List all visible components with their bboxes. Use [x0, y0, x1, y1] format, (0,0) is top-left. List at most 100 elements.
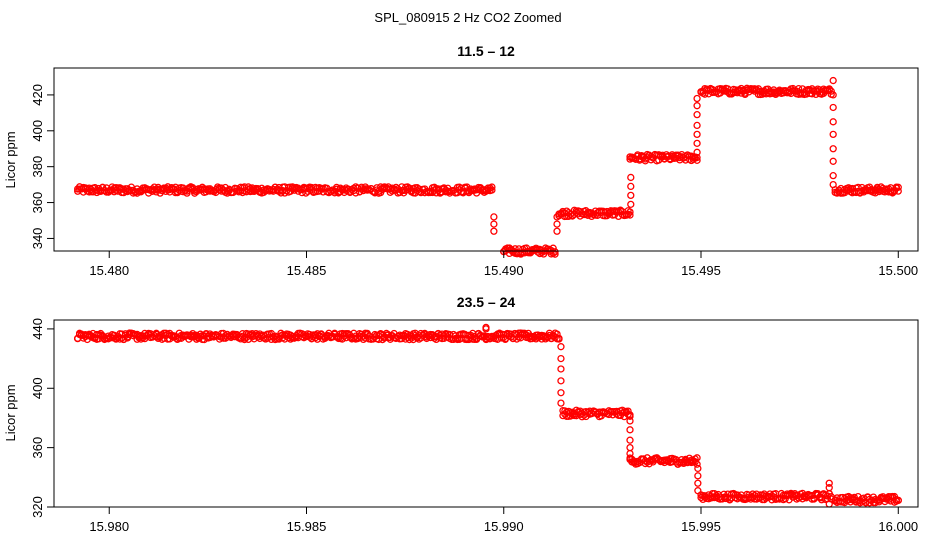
chart-1-point-774: [827, 87, 835, 95]
chart-2-y-tick-label-2: 400: [30, 377, 45, 399]
chart-2-x-tick-label-2: 15.990: [484, 519, 524, 534]
chart-1-point-866: [829, 145, 837, 153]
chart-2-point-853: [894, 496, 902, 505]
chart-2-point-868: [694, 487, 702, 495]
chart-2-points: [74, 323, 902, 508]
chart-1-y-tick-label-3: 400: [30, 120, 45, 142]
chart-2-x-tick-label-4: 16.000: [878, 519, 918, 534]
chart-1-point-865: [829, 130, 837, 139]
chart-2-point-860: [626, 417, 634, 425]
chart-2-point-867: [694, 479, 702, 487]
chart-2-y-axis-label: Licor ppm: [3, 384, 18, 441]
chart-1-point-849: [553, 213, 561, 221]
chart-2-plot-area: [53, 319, 919, 508]
chart-1-point-862: [829, 91, 837, 99]
chart-1-point-555: [616, 206, 625, 214]
chart-2-point-865: [694, 464, 702, 473]
chart-2-y-tick-label-3: 440: [30, 318, 45, 340]
chart-1-point-868: [829, 171, 837, 180]
chart-1-x-tick-label-2: 15.490: [484, 263, 524, 278]
chart-2-point-856: [557, 365, 565, 373]
chart-1-point-864: [829, 118, 837, 126]
chart-1-point-852: [627, 182, 635, 191]
chart-1-point-564: [626, 208, 634, 216]
chart-2-point-871: [825, 479, 833, 487]
chart-1-point-855: [693, 139, 701, 148]
figure-title: SPL_080915 2 Hz CO2 Zoomed: [374, 10, 561, 25]
chart-1-point-843: [894, 187, 902, 195]
chart-panel-2: 23.5 – 24 15.980 15.985 15.990 15.995 16.000…: [3, 294, 919, 534]
chart-1-point-489: [551, 248, 559, 256]
chart-1-point-67: [137, 188, 145, 196]
chart-1-point-860: [693, 94, 701, 103]
chart-1-title: 11.5 – 12: [457, 43, 515, 59]
chart-1-y-axis: 340 360 380 400 420: [30, 84, 55, 250]
chart-1-point-844: [490, 213, 498, 221]
chart-1-point-150: [217, 184, 226, 192]
chart-2-point-248: [311, 334, 320, 342]
chart-2-x-axis: 15.980 15.985 15.990 15.995 16.000: [89, 506, 918, 534]
chart-2-point-870: [482, 325, 490, 333]
chart-1-point-859: [693, 102, 701, 110]
chart-2-point-32: [104, 335, 112, 343]
chart-1-y-tick-label-1: 360: [30, 192, 45, 214]
chart-2-y-tick-label-0: 320: [30, 496, 45, 518]
chart-2-x-tick-label-0: 15.980: [89, 519, 129, 534]
chart-2-point-377: [434, 329, 442, 338]
chart-1-x-tick-label-1: 15.485: [287, 263, 327, 278]
chart-1-point-858: [693, 111, 701, 119]
chart-2-point-677: [724, 494, 732, 502]
chart-1-point-636: [693, 156, 701, 164]
chart-2-point-859: [557, 399, 565, 407]
chart-2-x-tick-label-3: 15.995: [681, 519, 721, 534]
chart-1-point-847: [553, 227, 561, 235]
chart-1-points: [74, 76, 902, 258]
chart-1-point-851: [627, 191, 635, 200]
chart-1-point-432: [488, 183, 496, 191]
chart-1-point-433: [488, 186, 496, 194]
chart-2-point-862: [626, 436, 634, 444]
chart-2-title: 23.5 – 24: [457, 294, 516, 310]
chart-1-x-tick-label-0: 15.480: [89, 263, 129, 278]
chart-1-point-857: [693, 121, 701, 130]
chart-2-point-858: [557, 389, 565, 397]
chart-1-point-867: [829, 157, 837, 165]
chart-1-y-tick-label-4: 420: [30, 84, 45, 106]
chart-1-y-tick-label-0: 340: [30, 228, 45, 250]
chart-2-point-647: [693, 460, 701, 468]
chart-1-point-869: [829, 180, 837, 189]
chart-2-point-863: [626, 443, 634, 452]
chart-1-y-axis-label: Licor ppm: [3, 131, 18, 188]
chart-1-point-565: [626, 211, 634, 219]
chart-1-point-637: [693, 153, 701, 162]
chart-1-x-tick-label-4: 15.500: [878, 263, 918, 278]
chart-1-point-230: [294, 187, 302, 195]
chart-2-point-662: [710, 489, 719, 498]
chart-1-point-842: [894, 183, 902, 191]
chart-1-point-845: [490, 220, 498, 228]
chart-2-point-864: [626, 449, 634, 458]
chart-2-point-854: [557, 343, 565, 351]
chart-2-point-866: [694, 472, 702, 480]
chart-1-point-861: [829, 76, 837, 85]
chart-1-point-20: [93, 188, 101, 197]
chart-2-point-855: [557, 354, 565, 363]
chart-1-point-856: [693, 130, 701, 139]
chart-1-point-846: [490, 227, 498, 235]
chart-1-point-848: [553, 220, 561, 228]
chart-1-point-850: [627, 200, 635, 209]
chart-2-point-503: [555, 334, 563, 343]
chart-2-point-857: [557, 377, 565, 385]
chart-1-point-863: [829, 103, 837, 112]
chart-2-y-axis: 320 360 400 440: [30, 318, 55, 518]
chart-panel-1: 11.5 – 12 15.480 15.485 15.490 15.495 15.500…: [3, 43, 919, 278]
chart-1-point-853: [627, 173, 635, 182]
chart-2-point-861: [626, 426, 634, 434]
chart-1-point-854: [693, 148, 701, 156]
chart-2-x-tick-label-1: 15.985: [287, 519, 327, 534]
chart-1-x-tick-label-3: 15.495: [681, 263, 721, 278]
chart-1-x-axis: 15.480 15.485 15.490 15.495 15.500: [89, 250, 918, 278]
chart-1-y-tick-label-2: 380: [30, 156, 45, 178]
chart-2-y-tick-label-1: 360: [30, 437, 45, 459]
